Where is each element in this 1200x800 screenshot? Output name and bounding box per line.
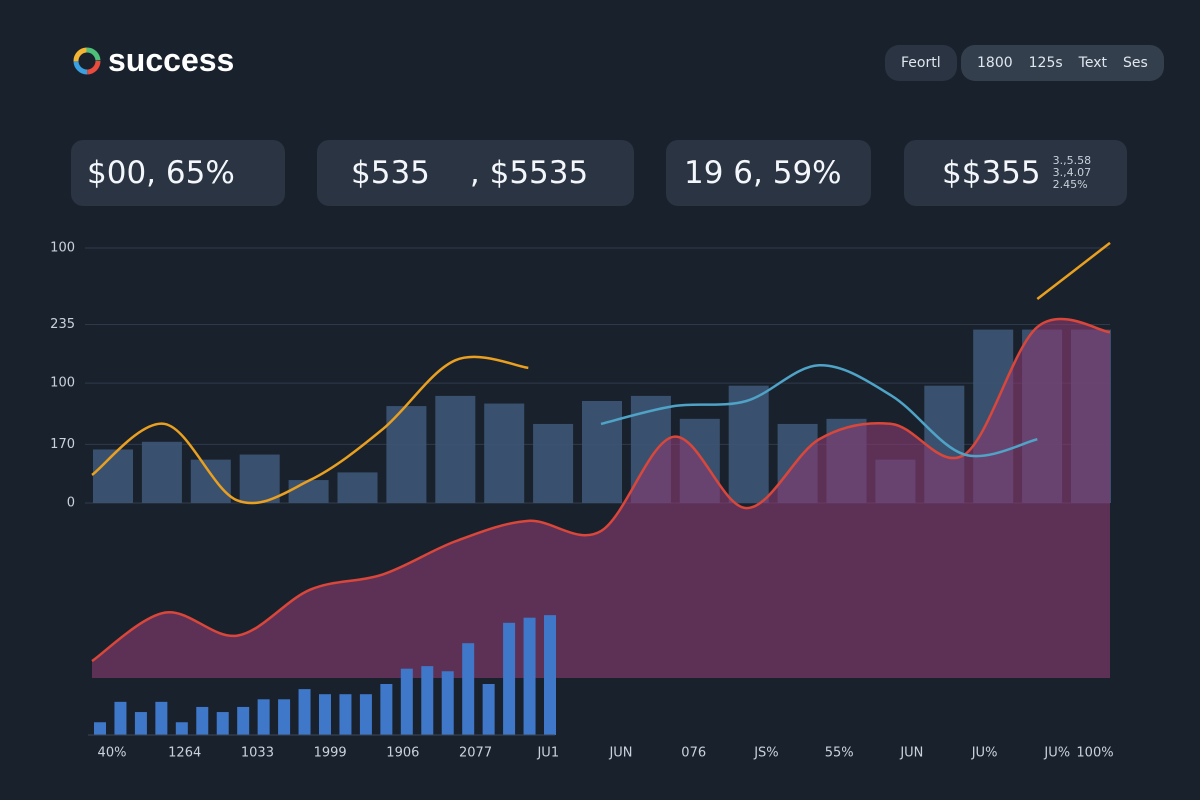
stat-notes: 3.,5.58 3.,4.07 2.45%	[1053, 155, 1091, 191]
button[interactable]: Feortl	[901, 55, 941, 71]
mini-bar	[319, 694, 331, 735]
logo-text: success	[108, 42, 235, 78]
mini-bar	[216, 712, 229, 735]
mini-bar	[503, 622, 516, 735]
y-tick-label: 170	[50, 437, 75, 452]
bar	[435, 395, 476, 503]
y-tick-label: 100	[50, 376, 75, 391]
x-tick-label: JU%	[1043, 746, 1070, 761]
mini-bar	[278, 699, 291, 735]
x-tick-label: 40%	[98, 746, 127, 761]
mini-bar	[400, 668, 413, 735]
mini-bar	[196, 706, 209, 735]
stat-card: $535 , $5535	[317, 140, 634, 206]
x-tick-label: 1033	[241, 746, 274, 761]
button[interactable]: Ses	[1122, 55, 1148, 71]
stat-extra: , $5535	[469, 155, 589, 191]
logo[interactable]: success	[72, 42, 234, 79]
button-group: Feortl	[885, 45, 957, 81]
stat-card: $00, 65%	[71, 140, 285, 206]
stat-note: 3.,4.07	[1052, 166, 1092, 179]
mini-bar	[94, 722, 106, 735]
x-tick-label: JU%	[971, 746, 998, 761]
bar	[533, 423, 574, 503]
bar	[728, 385, 769, 503]
stat-value: 19 6, 59%	[684, 155, 842, 191]
line	[91, 317, 1111, 663]
bar	[288, 480, 329, 503]
x-tick-label: 100%	[1076, 746, 1113, 761]
stat-note: 3.,5.58	[1052, 154, 1092, 167]
mini-bar	[462, 643, 475, 735]
x-tick-label: JS%	[753, 746, 778, 761]
y-tick-label: 100	[50, 241, 75, 256]
bar	[190, 459, 231, 503]
x-tick-label: 1906	[386, 746, 419, 761]
mini-bar	[114, 701, 127, 735]
mini-bar	[134, 712, 147, 735]
mini-bar	[380, 684, 393, 735]
bar	[337, 472, 378, 503]
mini-bar	[523, 617, 536, 735]
x-tick-label: 1999	[314, 746, 347, 761]
y-tick-label: 0	[67, 496, 75, 511]
mini-bar	[339, 694, 352, 735]
mini-bar	[175, 722, 188, 735]
stat-value: $535	[351, 155, 430, 191]
stat-card: 19 6, 59%	[666, 140, 871, 206]
x-tick-label: JUN	[899, 746, 923, 761]
x-tick-label: 2077	[459, 746, 492, 761]
button[interactable]: 1800	[977, 55, 1013, 71]
bar	[93, 449, 133, 503]
x-tick-label: 55%	[825, 746, 854, 761]
line	[91, 355, 529, 505]
mini-bar	[421, 666, 434, 735]
bar	[239, 454, 280, 503]
button-group: 1800 125s Text Ses	[961, 45, 1164, 81]
line	[1036, 241, 1111, 300]
bar	[582, 401, 622, 503]
button[interactable]: 125s	[1028, 55, 1063, 71]
mini-bar	[257, 699, 270, 735]
stat-note: 2.45%	[1052, 178, 1088, 191]
mini-bar	[359, 694, 372, 735]
x-tick-label: 1264	[168, 746, 201, 761]
stat-value: $00, 65%	[87, 155, 235, 191]
bar	[484, 403, 525, 503]
stat-card: $$355 3.,5.58 3.,4.07 2.45%	[904, 140, 1127, 206]
mini-bar	[441, 671, 454, 735]
bar	[386, 406, 427, 503]
area	[92, 318, 1110, 678]
stat-value: $$355	[942, 155, 1041, 191]
mini-bar	[544, 615, 556, 735]
mini-bar	[155, 701, 168, 735]
button[interactable]: Text	[1078, 55, 1107, 71]
mini-bar	[482, 684, 495, 735]
logo-icon	[73, 47, 101, 74]
bar	[141, 441, 182, 503]
x-tick-label: 076	[681, 746, 706, 761]
mini-bar	[237, 706, 250, 735]
line	[600, 364, 1038, 458]
y-tick-label: 235	[50, 317, 75, 332]
x-tick-label: JU1	[536, 746, 559, 761]
mini-bar	[298, 689, 311, 735]
x-tick-label: JUN	[608, 746, 632, 761]
